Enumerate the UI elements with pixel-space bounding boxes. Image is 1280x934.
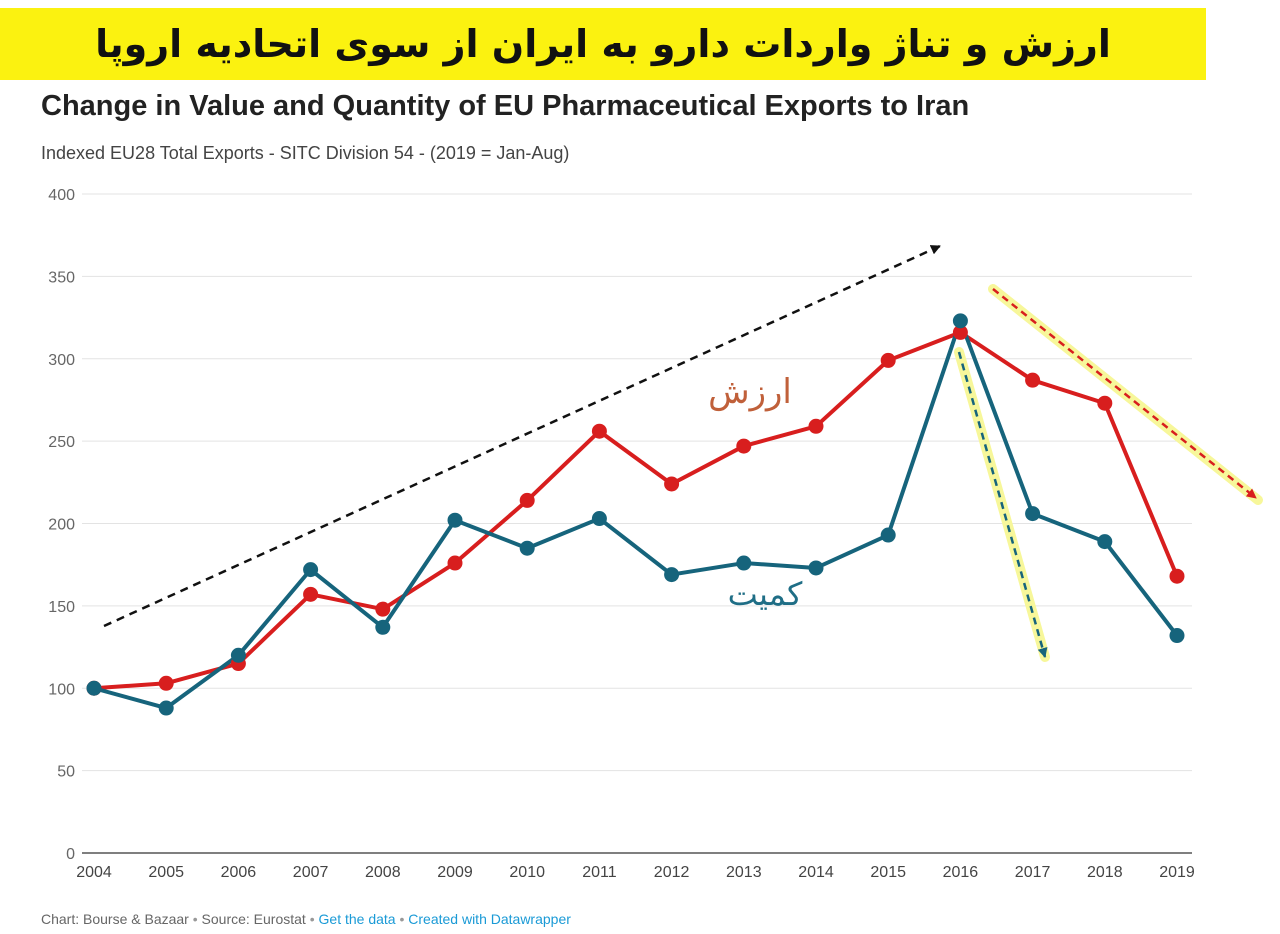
y-tick-label: 350 bbox=[48, 269, 75, 286]
x-tick-label: 2011 bbox=[582, 864, 617, 881]
y-tick-label: 400 bbox=[48, 187, 75, 204]
quantity-data-point bbox=[952, 313, 968, 329]
quantity-data-point bbox=[1025, 506, 1041, 522]
value-data-point bbox=[808, 418, 824, 434]
quantity-data-point bbox=[736, 555, 752, 571]
quantity-data-point bbox=[880, 527, 896, 543]
x-tick-label: 2005 bbox=[148, 864, 184, 881]
x-tick-label: 2008 bbox=[365, 864, 401, 881]
title-banner: ارزش و تناژ واردات دارو به ایران از سوی … bbox=[0, 8, 1206, 80]
y-tick-label: 150 bbox=[48, 599, 75, 616]
footer-separator: • bbox=[399, 911, 405, 927]
x-tick-label: 2004 bbox=[76, 864, 112, 881]
quantity-data-point bbox=[375, 619, 391, 635]
banner-title: ارزش و تناژ واردات دارو به ایران از سوی … bbox=[95, 22, 1111, 66]
datawrapper-link[interactable]: Created with Datawrapper bbox=[408, 911, 571, 927]
y-tick-label: 100 bbox=[48, 681, 75, 698]
value-data-point bbox=[303, 586, 319, 602]
quantity-data-point bbox=[519, 540, 535, 556]
x-tick-label: 2015 bbox=[870, 864, 906, 881]
x-tick-label: 2017 bbox=[1015, 864, 1051, 881]
x-tick-label: 2010 bbox=[509, 864, 545, 881]
value-data-point bbox=[158, 675, 174, 691]
quantity-data-point bbox=[303, 562, 319, 578]
get-data-link[interactable]: Get the data bbox=[318, 911, 396, 927]
quantity-decline-arrow bbox=[957, 351, 1048, 658]
value-data-point bbox=[447, 555, 463, 571]
value-data-point bbox=[952, 324, 968, 340]
y-tick-label: 50 bbox=[57, 764, 75, 781]
x-tick-label: 2018 bbox=[1087, 864, 1123, 881]
value-data-point bbox=[1097, 395, 1113, 411]
footer-separator: • bbox=[309, 911, 315, 927]
quantity-series-label: کمیت bbox=[728, 575, 804, 613]
value-data-point bbox=[1025, 372, 1041, 388]
y-tick-label: 300 bbox=[48, 352, 75, 369]
quantity-data-point bbox=[1097, 534, 1113, 550]
x-tick-label: 2019 bbox=[1159, 864, 1195, 881]
x-tick-label: 2006 bbox=[221, 864, 257, 881]
quantity-series-line bbox=[92, 318, 1179, 711]
footer-source: Source: Eurostat bbox=[201, 911, 306, 927]
value-data-point bbox=[880, 352, 896, 368]
x-tick-label: 2016 bbox=[943, 864, 979, 881]
quantity-data-point bbox=[86, 680, 102, 696]
chart-subtitle: Indexed EU28 Total Exports - SITC Divisi… bbox=[41, 143, 570, 163]
quantity-data-point bbox=[230, 647, 246, 663]
value-data-point bbox=[519, 492, 535, 508]
footer-credit: Chart: Bourse & Bazaar bbox=[41, 911, 189, 927]
x-tick-label: 2014 bbox=[798, 864, 834, 881]
quantity-data-point bbox=[664, 567, 680, 583]
value-data-point bbox=[736, 438, 752, 454]
quantity-data-point bbox=[591, 511, 607, 527]
x-tick-label: 2007 bbox=[293, 864, 329, 881]
chart-footer: Chart: Bourse & Bazaar • Source: Eurosta… bbox=[41, 911, 571, 927]
y-tick-label: 250 bbox=[48, 434, 75, 451]
x-tick-label: 2009 bbox=[437, 864, 473, 881]
y-tick-label: 200 bbox=[48, 517, 75, 534]
value-series-label: ارزش bbox=[708, 372, 792, 412]
footer-separator: • bbox=[192, 911, 198, 927]
quantity-data-point bbox=[808, 560, 824, 576]
chart-title: Change in Value and Quantity of EU Pharm… bbox=[41, 90, 970, 122]
value-decline-arrow bbox=[992, 288, 1257, 499]
x-tick-label: 2012 bbox=[654, 864, 690, 881]
value-data-point bbox=[664, 476, 680, 492]
value-data-point bbox=[375, 601, 391, 617]
value-data-point bbox=[1169, 568, 1185, 584]
y-tick-label: 0 bbox=[66, 846, 75, 863]
quantity-data-point bbox=[447, 512, 463, 528]
x-tick-label: 2013 bbox=[726, 864, 762, 881]
value-data-point bbox=[591, 423, 607, 439]
value-series-line bbox=[92, 330, 1179, 691]
quantity-data-point bbox=[1169, 628, 1185, 644]
quantity-data-point bbox=[158, 700, 174, 716]
